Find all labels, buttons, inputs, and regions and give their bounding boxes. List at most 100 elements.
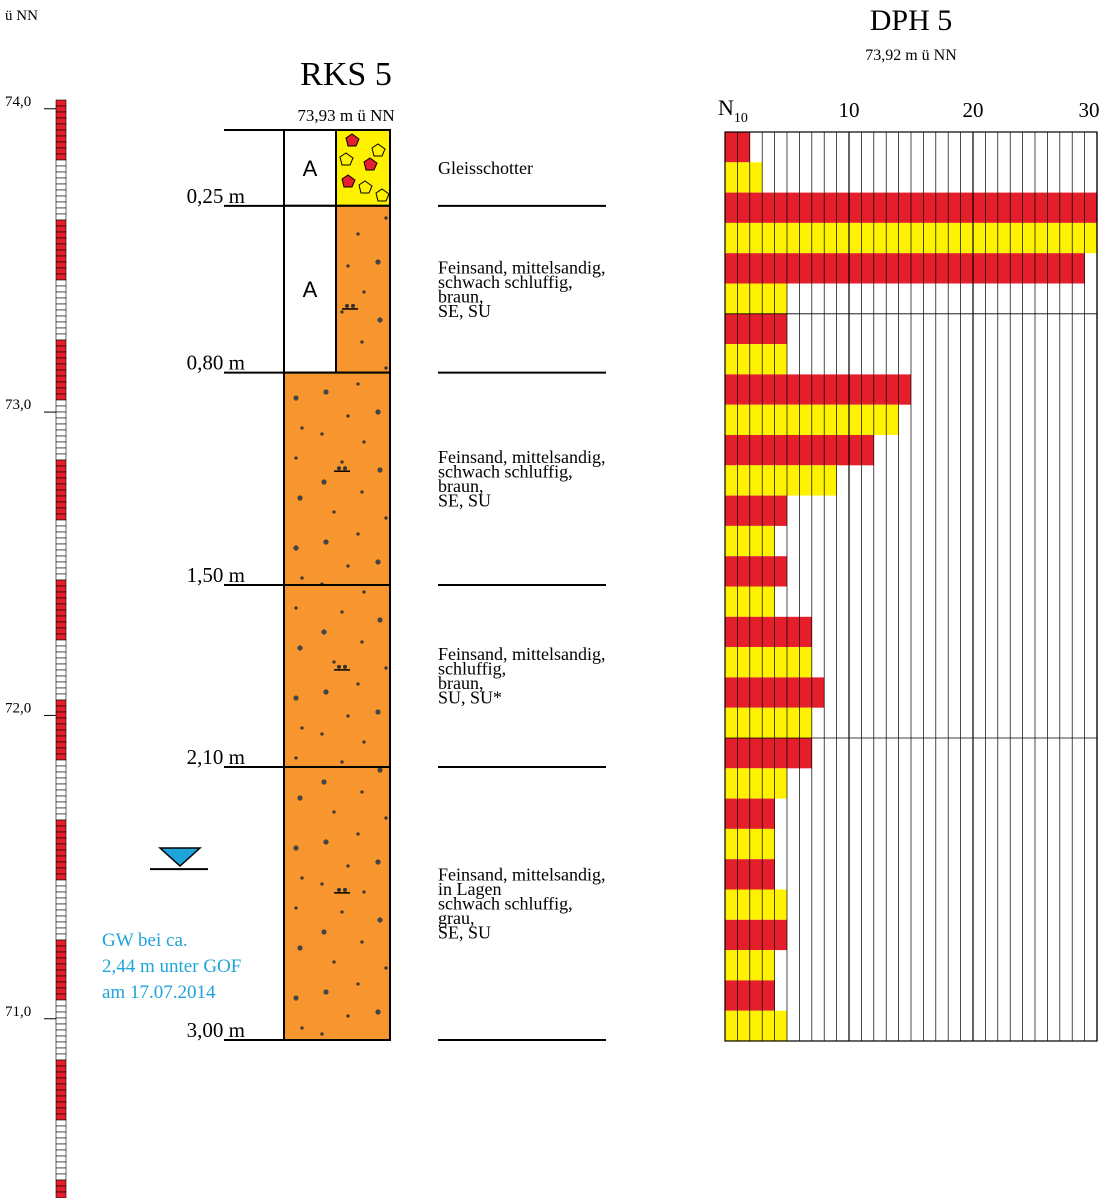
gravel-stone <box>358 180 373 194</box>
scale-segment-red <box>55 1179 67 1187</box>
scale-segment-white <box>55 1011 67 1019</box>
scale-segment-white <box>55 693 67 701</box>
scale-segment-white <box>55 453 67 461</box>
scale-segment-red <box>55 615 67 623</box>
depth-label: 0,25 m <box>187 184 245 208</box>
scale-segment-white <box>55 903 67 911</box>
scale-segment-red <box>55 699 67 707</box>
probe-x-tick-label: 10 <box>839 98 860 122</box>
probe-x-tick-label: 30 <box>1079 98 1100 122</box>
boring-log: RKS 5 73,93 m ü NN A0,25 mGleisschotterA… <box>102 56 606 1042</box>
scale-segment-red <box>55 501 67 509</box>
scale-segment-red <box>55 747 67 755</box>
scale-segment-white <box>55 1137 67 1145</box>
scale-segment-white <box>55 531 67 539</box>
scale-segment-white <box>55 657 67 665</box>
scale-segment-red <box>55 975 67 983</box>
scale-segment-red <box>55 819 67 827</box>
scale-segment-white <box>55 1173 67 1181</box>
probe-x-tick-label: 20 <box>963 98 984 122</box>
scale-segment-white <box>55 411 67 419</box>
scale-segment-white <box>55 1047 67 1055</box>
scale-segment-red <box>55 507 67 515</box>
probe-bar <box>725 495 787 526</box>
scale-segment-white <box>55 555 67 563</box>
layer-description-line: Feinsand, mittelsandig, <box>438 644 605 664</box>
scale-segment-white <box>55 1161 67 1169</box>
scale-segment-red <box>55 99 67 107</box>
scale-segment-red <box>55 861 67 869</box>
silt-symbol <box>337 466 341 471</box>
silt-symbol <box>343 664 347 669</box>
layer-description-line: schwach schluffig, <box>438 462 573 482</box>
layer-description-line: schwach schluffig, <box>438 272 573 292</box>
scale-segment-red <box>55 1083 67 1091</box>
scale-segment-white <box>55 687 67 695</box>
scale-segment-red <box>55 825 67 833</box>
scale-segment-white <box>55 309 67 317</box>
scale-segment-red <box>55 129 67 137</box>
layer-description-line: Feinsand, mittelsandig, <box>438 864 605 884</box>
scale-segment-red <box>55 981 67 989</box>
scale-segment-white <box>55 333 67 341</box>
scale-segment-red <box>55 1191 67 1198</box>
scale-segment-white <box>55 417 67 425</box>
probe-bar <box>725 919 787 951</box>
scale-segment-white <box>55 915 67 923</box>
elevation-tick-label: 74,0 <box>5 94 31 110</box>
scale-segment-white <box>55 405 67 413</box>
scale-segment-red <box>55 951 67 959</box>
scale-segment-white <box>55 441 67 449</box>
elevation-tick-label: 72,0 <box>5 700 31 716</box>
fill-label: A <box>303 156 318 181</box>
scale-segment-red <box>55 633 67 641</box>
probe-bar <box>725 253 1085 284</box>
probe-bar <box>725 374 911 405</box>
scale-segment-red <box>55 267 67 275</box>
scale-segment-red <box>55 1059 67 1067</box>
scale-segment-red <box>55 735 67 743</box>
scale-segment-red <box>55 357 67 365</box>
scale-segment-white <box>55 279 67 287</box>
scale-segment-white <box>55 999 67 1007</box>
scale-segment-red <box>55 477 67 485</box>
probe-bar <box>725 647 812 678</box>
scale-segment-red <box>55 729 67 737</box>
scale-segment-red <box>55 867 67 875</box>
scale-segment-white <box>55 519 67 527</box>
scale-segment-red <box>55 495 67 503</box>
scale-segment-white <box>55 879 67 887</box>
silt-symbol <box>337 664 341 669</box>
scale-segment-red <box>55 603 67 611</box>
scale-segment-red <box>55 489 67 497</box>
scale-segment-white <box>55 897 67 905</box>
scale-segment-red <box>55 375 67 383</box>
scale-segment-white <box>55 789 67 797</box>
probe-bar <box>725 344 787 375</box>
scale-segment-red <box>55 249 67 257</box>
scale-segment-white <box>55 171 67 179</box>
layer-description-line: grau, <box>438 908 474 928</box>
scale-segment-red <box>55 957 67 965</box>
scale-segment-red <box>55 105 67 113</box>
scale-segment-white <box>55 327 67 335</box>
scale-segment-white <box>55 213 67 221</box>
scale-segment-white <box>55 1053 67 1061</box>
scale-segment-white <box>55 303 67 311</box>
elevation-tick-label: 71,0 <box>5 1004 31 1020</box>
scale-segment-white <box>55 399 67 407</box>
boring-elevation-label: 73,93 m ü NN <box>297 106 394 125</box>
probe-bar <box>725 313 787 345</box>
probe-axis-label: N10 <box>718 95 748 126</box>
scale-segment-white <box>55 291 67 299</box>
scale-segment-red <box>55 1101 67 1109</box>
scale-segment-white <box>55 165 67 173</box>
scale-segment-red <box>55 1065 67 1073</box>
sand-layer <box>283 765 391 1041</box>
probe-chart: DPH 5 73,92 m ü NN N10 10 20 30 <box>718 4 1100 1042</box>
scale-segment-red <box>55 1089 67 1097</box>
scale-segment-red <box>55 369 67 377</box>
scale-segment-white <box>55 159 67 167</box>
scale-segment-white <box>55 783 67 791</box>
scale-segment-red <box>55 363 67 371</box>
